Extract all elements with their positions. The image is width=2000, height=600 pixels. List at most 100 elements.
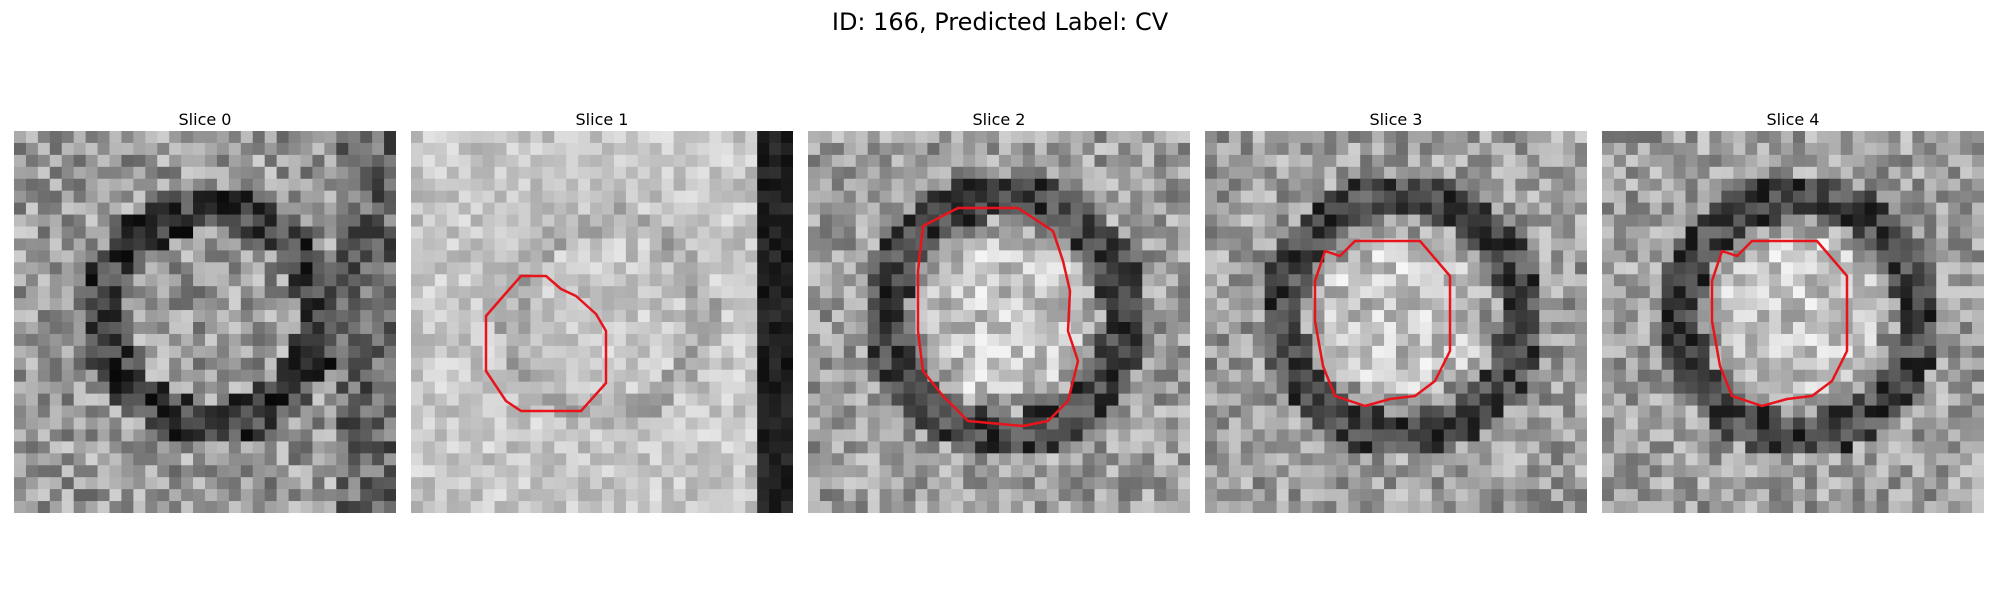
pixel xyxy=(348,214,361,227)
pixel xyxy=(1010,286,1024,299)
pixel xyxy=(49,489,63,502)
pixel xyxy=(879,417,893,430)
pixel xyxy=(1288,131,1301,144)
pixel xyxy=(1912,345,1925,359)
pixel xyxy=(1348,477,1361,490)
pixel xyxy=(867,429,881,442)
pixel xyxy=(1130,489,1143,502)
pixel xyxy=(348,333,361,347)
pixel xyxy=(999,166,1012,180)
pixel xyxy=(578,154,591,168)
pixel xyxy=(1240,178,1254,192)
pixel xyxy=(1094,369,1107,383)
pixel xyxy=(1288,393,1301,407)
pixel xyxy=(843,417,857,430)
pixel xyxy=(1637,274,1651,287)
pixel xyxy=(14,274,27,287)
pixel xyxy=(1276,274,1290,287)
pixel xyxy=(1443,238,1457,251)
pixel xyxy=(1384,298,1397,311)
pixel xyxy=(819,142,833,156)
pixel xyxy=(336,393,349,407)
pixel xyxy=(240,393,254,407)
pixel xyxy=(637,154,651,168)
pixel xyxy=(288,333,301,347)
pixel xyxy=(987,405,1000,418)
pixel xyxy=(590,453,603,466)
pixel xyxy=(819,417,833,430)
pixel xyxy=(240,465,254,478)
pixel xyxy=(1491,489,1504,502)
pixel xyxy=(1673,345,1687,359)
pixel xyxy=(1407,310,1421,323)
pixel xyxy=(1733,453,1746,466)
pixel xyxy=(1527,142,1540,156)
pixel xyxy=(613,429,627,442)
pixel xyxy=(1661,429,1675,442)
pixel xyxy=(1312,453,1325,466)
pixel xyxy=(999,369,1012,383)
pixel xyxy=(745,477,758,490)
pixel xyxy=(121,345,134,359)
pixel xyxy=(1804,333,1818,347)
pixel xyxy=(1527,131,1540,144)
pixel xyxy=(1649,214,1663,227)
pixel xyxy=(97,190,110,204)
pixel xyxy=(1479,429,1492,442)
pixel xyxy=(745,417,758,430)
pixel xyxy=(1010,214,1024,227)
pixel xyxy=(228,238,242,251)
pixel xyxy=(1118,417,1131,430)
pixel xyxy=(1154,477,1167,490)
pixel xyxy=(1300,333,1313,347)
pixel xyxy=(1852,369,1866,383)
pixel xyxy=(1094,226,1107,239)
pixel xyxy=(458,501,472,513)
pixel xyxy=(975,226,988,239)
pixel xyxy=(831,501,845,513)
pixel xyxy=(14,453,27,466)
pixel xyxy=(1924,238,1937,251)
pixel xyxy=(1697,298,1710,311)
pixel xyxy=(781,238,793,251)
pixel xyxy=(384,429,396,442)
pixel xyxy=(216,333,230,347)
pixel xyxy=(542,274,555,287)
pixel xyxy=(649,417,663,430)
pixel xyxy=(1900,405,1913,418)
pixel xyxy=(193,381,206,395)
pixel xyxy=(482,250,496,263)
pixel xyxy=(446,202,460,216)
pixel xyxy=(745,154,758,168)
pixel xyxy=(145,417,158,430)
pixel xyxy=(1455,142,1469,156)
pixel xyxy=(602,131,615,144)
pixel xyxy=(300,166,313,180)
pixel xyxy=(1022,333,1036,347)
pixel xyxy=(518,489,531,502)
pixel xyxy=(1240,393,1254,407)
pixel xyxy=(1094,166,1107,180)
pixel xyxy=(61,477,75,490)
pixel xyxy=(1757,429,1770,442)
pixel xyxy=(446,274,460,287)
pixel xyxy=(554,166,567,180)
pixel xyxy=(625,441,639,454)
pixel xyxy=(808,310,821,323)
pixel xyxy=(1673,250,1687,263)
pixel xyxy=(1130,142,1143,156)
pixel xyxy=(1022,429,1036,442)
pixel xyxy=(1034,166,1048,180)
pixel xyxy=(482,274,496,287)
pixel xyxy=(1697,405,1710,418)
pixel xyxy=(1527,250,1540,263)
pixel xyxy=(1443,369,1457,383)
pixel xyxy=(1118,429,1131,442)
pixel xyxy=(1276,310,1290,323)
pixel xyxy=(470,131,484,144)
pixel xyxy=(602,357,615,371)
pixel xyxy=(1419,417,1433,430)
pixel xyxy=(1745,142,1758,156)
pixel xyxy=(903,322,916,335)
pixel xyxy=(1804,274,1818,287)
